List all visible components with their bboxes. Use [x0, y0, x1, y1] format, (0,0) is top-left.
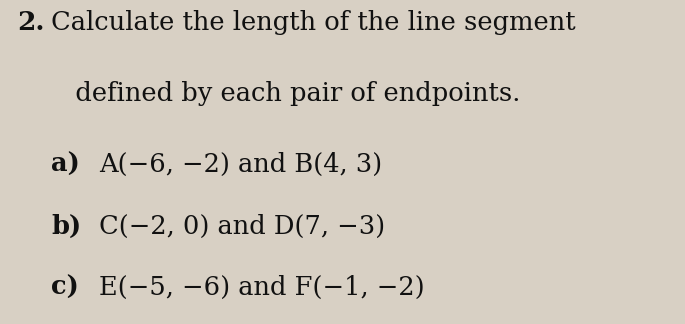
Text: defined by each pair of endpoints.: defined by each pair of endpoints. — [51, 81, 521, 106]
Text: C(−2, 0) and D(7, −3): C(−2, 0) and D(7, −3) — [99, 214, 386, 239]
Text: c): c) — [51, 275, 79, 300]
Text: Calculate the length of the line segment: Calculate the length of the line segment — [51, 10, 576, 35]
Text: a): a) — [51, 152, 80, 177]
Text: E(−5, −6) and F(−1, −2): E(−5, −6) and F(−1, −2) — [99, 275, 425, 300]
Text: 2.: 2. — [17, 10, 45, 35]
Text: b): b) — [51, 214, 82, 239]
Text: A(−6, −2) and B(4, 3): A(−6, −2) and B(4, 3) — [99, 152, 382, 177]
